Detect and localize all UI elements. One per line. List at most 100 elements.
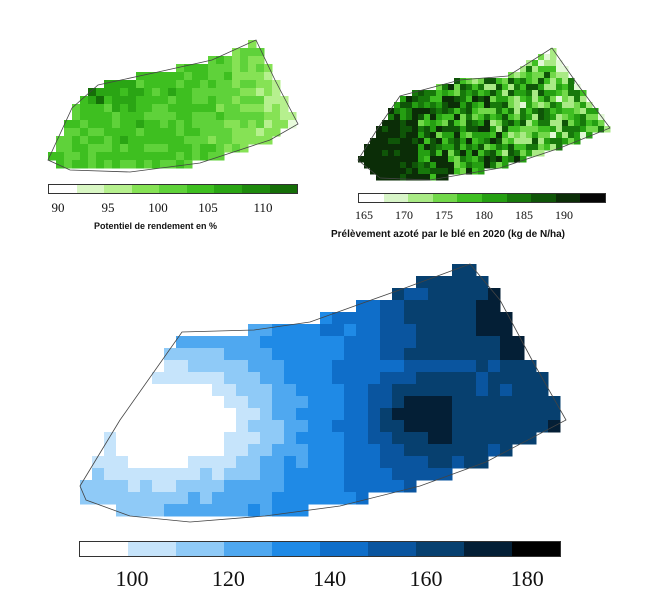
raster-cell xyxy=(120,128,129,137)
raster-cell xyxy=(308,468,321,481)
raster-cell xyxy=(466,96,473,103)
raster-cell xyxy=(500,336,513,349)
raster-cell xyxy=(580,114,587,121)
raster-cell xyxy=(442,90,449,97)
raster-cell xyxy=(88,144,97,153)
raster-cell xyxy=(502,144,509,151)
raster-cell xyxy=(232,48,241,57)
raster-cell xyxy=(532,150,539,157)
raster-cell xyxy=(208,144,217,153)
raster-cell xyxy=(440,372,453,385)
raster-cell xyxy=(370,162,377,169)
raster-cell xyxy=(382,162,389,169)
raster-cell xyxy=(418,138,425,145)
raster-cell xyxy=(188,408,201,421)
raster-cell xyxy=(332,384,345,397)
raster-cell xyxy=(532,138,539,145)
raster-cell xyxy=(224,396,237,409)
raster-cell xyxy=(442,84,449,91)
raster-cell xyxy=(416,396,429,409)
raster-cell xyxy=(418,174,425,181)
raster-cell xyxy=(404,348,417,361)
raster-cell xyxy=(452,396,465,409)
raster-cell xyxy=(104,492,117,505)
raster-cell xyxy=(248,408,261,421)
raster-cell xyxy=(452,408,465,421)
raster-cell xyxy=(320,480,333,493)
legend-swatch xyxy=(383,194,409,202)
raster-cell xyxy=(392,408,405,421)
raster-cell xyxy=(176,336,189,349)
raster-cell xyxy=(428,348,441,361)
raster-cell xyxy=(272,112,281,121)
raster-cell xyxy=(512,336,525,349)
raster-cell xyxy=(406,168,413,175)
raster-cell xyxy=(532,78,539,85)
raster-cell xyxy=(164,372,177,385)
raster-cell xyxy=(416,432,429,445)
raster-cell xyxy=(176,104,185,113)
raster-cell xyxy=(380,480,393,493)
raster-cell xyxy=(152,144,161,153)
raster-cell xyxy=(442,150,449,157)
raster-cell xyxy=(264,80,273,89)
raster-cell xyxy=(88,104,97,113)
raster-cell xyxy=(260,444,273,457)
raster-cell xyxy=(424,102,431,109)
raster-cell xyxy=(104,468,117,481)
raster-cell xyxy=(224,492,237,505)
raster-cell xyxy=(394,114,401,121)
raster-cell xyxy=(484,156,491,163)
raster-cell xyxy=(490,132,497,139)
raster-cell xyxy=(424,96,431,103)
raster-cell xyxy=(176,456,189,469)
raster-cell xyxy=(308,444,321,457)
raster-cell xyxy=(476,444,489,457)
raster-cell xyxy=(240,48,249,57)
raster-cell xyxy=(550,48,557,55)
raster-cell xyxy=(526,108,533,115)
raster-cell xyxy=(524,396,537,409)
raster-cell xyxy=(574,108,581,115)
raster-cell xyxy=(568,114,575,121)
raster-cell xyxy=(514,132,521,139)
raster-cell xyxy=(394,138,401,145)
raster-cell xyxy=(200,420,213,433)
raster-cell xyxy=(430,156,437,163)
raster-cell xyxy=(356,324,369,337)
raster-cell xyxy=(430,126,437,133)
raster-cell xyxy=(502,138,509,145)
raster-cell xyxy=(538,108,545,115)
raster-cell xyxy=(184,64,193,73)
raster-cell xyxy=(428,396,441,409)
raster-cell xyxy=(80,492,93,505)
raster-cell xyxy=(472,102,479,109)
raster-cell xyxy=(260,408,273,421)
raster-cell xyxy=(466,132,473,139)
raster-cell xyxy=(562,66,569,73)
raster-cell xyxy=(466,108,473,115)
raster-cell xyxy=(520,84,527,91)
raster-cell xyxy=(550,126,557,133)
raster-cell xyxy=(430,120,437,127)
raster-cell xyxy=(152,104,161,113)
raster-cell xyxy=(442,120,449,127)
raster-cell xyxy=(472,108,479,115)
raster-cell xyxy=(272,88,281,97)
raster-cell xyxy=(256,88,265,97)
raster-cell xyxy=(460,126,467,133)
raster-cell xyxy=(152,88,161,97)
raster-cell xyxy=(140,444,153,457)
raster-cell xyxy=(368,468,381,481)
raster-cell xyxy=(496,144,503,151)
raster-cell xyxy=(538,72,545,79)
raster-cell xyxy=(284,336,297,349)
raster-cell xyxy=(200,360,213,373)
raster-cell xyxy=(308,420,321,433)
raster-cell xyxy=(442,108,449,115)
raster-cell xyxy=(152,492,165,505)
raster-cell xyxy=(160,128,169,137)
raster-cell xyxy=(248,128,257,137)
raster-cell xyxy=(96,160,105,169)
raster-cell xyxy=(488,432,501,445)
